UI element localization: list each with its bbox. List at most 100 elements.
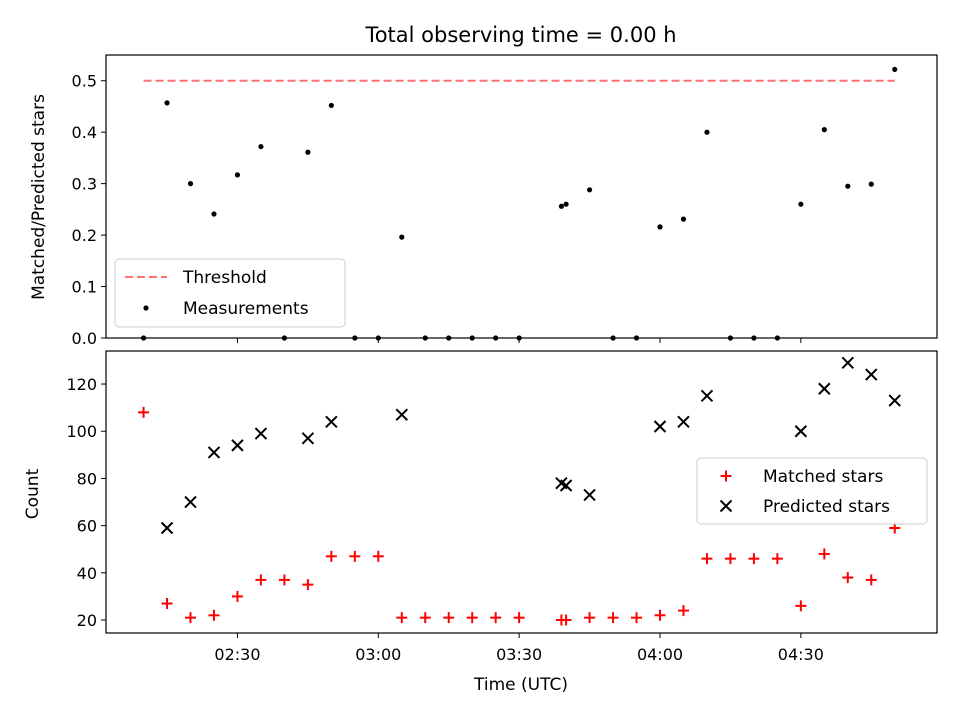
measurement-point bbox=[586, 187, 593, 193]
bottom-y-axis: 20 40 60 80 100 120 bbox=[66, 375, 106, 630]
x-tick-label: 04:30 bbox=[778, 645, 824, 664]
measurement-point bbox=[704, 129, 710, 135]
predicted-star-point bbox=[794, 425, 808, 438]
measurement-point bbox=[164, 100, 170, 106]
matched-star-point bbox=[208, 609, 220, 621]
top-y-tick-label: 0.2 bbox=[72, 226, 97, 245]
predicted-star-point bbox=[184, 495, 197, 509]
top-y-tick-label: 0.3 bbox=[72, 175, 97, 194]
measurement-point bbox=[399, 234, 405, 240]
matched-star-point bbox=[677, 605, 689, 617]
bottom-y-tick-label: 120 bbox=[66, 375, 97, 394]
figure-title: Total observing time = 0.00 h bbox=[364, 23, 676, 47]
top-legend-box bbox=[114, 258, 346, 328]
matched-star-point bbox=[278, 574, 290, 586]
top-y-tick-label: 0.1 bbox=[72, 278, 97, 297]
matched-star-point bbox=[161, 598, 173, 610]
bottom-y-tick-label: 20 bbox=[77, 611, 97, 630]
measurement-point bbox=[845, 183, 851, 189]
legend-threshold-label: Threshold bbox=[182, 268, 267, 288]
matched-star-point bbox=[396, 612, 408, 624]
matched-star-point bbox=[701, 553, 713, 565]
matched-star-point bbox=[631, 612, 643, 624]
predicted-star-point bbox=[395, 408, 408, 421]
matched-star-point bbox=[795, 600, 807, 612]
measurement-point bbox=[821, 127, 827, 133]
predicted-star-point bbox=[231, 439, 244, 452]
matched-star-point bbox=[724, 553, 736, 565]
bottom-y-axis-label: Count bbox=[23, 468, 43, 519]
matched-star-point bbox=[513, 612, 525, 624]
x-axis-label: Time (UTC) bbox=[473, 675, 568, 695]
measurement-point bbox=[187, 181, 194, 187]
predicted-star-point bbox=[301, 432, 315, 445]
predicted-star-point bbox=[559, 479, 573, 492]
matched-star-point bbox=[466, 612, 478, 624]
bottom-plot-area bbox=[138, 356, 901, 626]
measurement-point bbox=[798, 201, 804, 207]
predicted-star-point bbox=[677, 415, 690, 429]
top-axes-frame bbox=[105, 54, 938, 339]
bottom-y-tick-label: 80 bbox=[77, 469, 97, 488]
x-tick-label: 02:30 bbox=[214, 645, 260, 664]
legend-predicted-marker bbox=[719, 499, 733, 513]
predicted-star-point bbox=[841, 356, 855, 370]
matched-star-point bbox=[255, 574, 267, 586]
x-tick-label: 03:00 bbox=[355, 645, 401, 664]
measurement-point bbox=[258, 143, 264, 150]
predicted-star-point bbox=[254, 427, 268, 440]
legend-matched-swatch bbox=[720, 470, 732, 482]
bottom-axes-frame bbox=[105, 350, 938, 634]
top-legend: Threshold Measurements bbox=[114, 258, 346, 328]
matched-star-point bbox=[349, 550, 361, 562]
measurement-point bbox=[328, 102, 334, 109]
matched-star-point bbox=[842, 572, 854, 584]
top-y-tick-label: 0.0 bbox=[72, 329, 97, 348]
matched-star-point bbox=[818, 548, 830, 560]
bottom-y-tick-label: 40 bbox=[77, 564, 97, 583]
top-y-axis: 0.0 0.1 0.2 0.3 0.4 0.5 bbox=[72, 72, 106, 348]
bottom-legend-box bbox=[696, 457, 928, 525]
bottom-y-tick-label: 100 bbox=[66, 422, 97, 441]
matched-star-point bbox=[607, 612, 619, 624]
measurement-point bbox=[868, 181, 874, 187]
matched-star-point bbox=[325, 550, 337, 562]
top-y-tick-label: 0.4 bbox=[72, 123, 97, 142]
legend-measurements-label: Measurements bbox=[183, 299, 309, 319]
measurement-point bbox=[558, 203, 565, 209]
matched-star-point bbox=[138, 406, 150, 418]
measurement-point bbox=[234, 172, 241, 178]
legend-predicted-label: Predicted stars bbox=[763, 497, 890, 517]
legend-predicted-swatch bbox=[719, 499, 733, 513]
top-y-tick-label: 0.5 bbox=[72, 72, 97, 91]
matched-star-point bbox=[419, 612, 431, 624]
predicted-star-point bbox=[865, 368, 878, 381]
matched-star-point bbox=[185, 612, 197, 624]
measurement-point bbox=[657, 224, 663, 230]
bottom-x-axis: 02:30 03:00 03:30 04:00 04:30 bbox=[214, 633, 824, 664]
matched-star-point bbox=[490, 612, 502, 624]
matched-star-point bbox=[771, 553, 783, 565]
measurement-point bbox=[305, 149, 311, 155]
bottom-legend: Matched stars Predicted stars bbox=[696, 457, 928, 525]
predicted-star-point bbox=[700, 389, 714, 403]
measurement-point bbox=[680, 216, 687, 222]
x-tick-label: 04:00 bbox=[637, 645, 683, 664]
measurement-point bbox=[563, 201, 569, 207]
x-tick-label: 03:30 bbox=[496, 645, 542, 664]
measurement-point bbox=[892, 66, 898, 73]
legend-matched-label: Matched stars bbox=[763, 467, 883, 487]
matched-star-point bbox=[443, 612, 455, 624]
predicted-star-point bbox=[325, 415, 338, 429]
measurement-point bbox=[211, 211, 217, 217]
legend-measurements-swatch bbox=[143, 305, 149, 311]
predicted-star-point bbox=[583, 488, 596, 502]
predicted-star-point bbox=[818, 382, 831, 395]
ratio-panel: 0.0 0.1 0.2 0.3 0.4 0.5 Matched/Predicted sta… bbox=[29, 54, 938, 348]
matched-star-point bbox=[748, 553, 760, 565]
predicted-star-point bbox=[160, 521, 174, 535]
matched-star-point bbox=[231, 590, 243, 602]
matched-star-point bbox=[372, 550, 384, 562]
top-y-axis-label: Matched/Predicted stars bbox=[29, 94, 49, 300]
